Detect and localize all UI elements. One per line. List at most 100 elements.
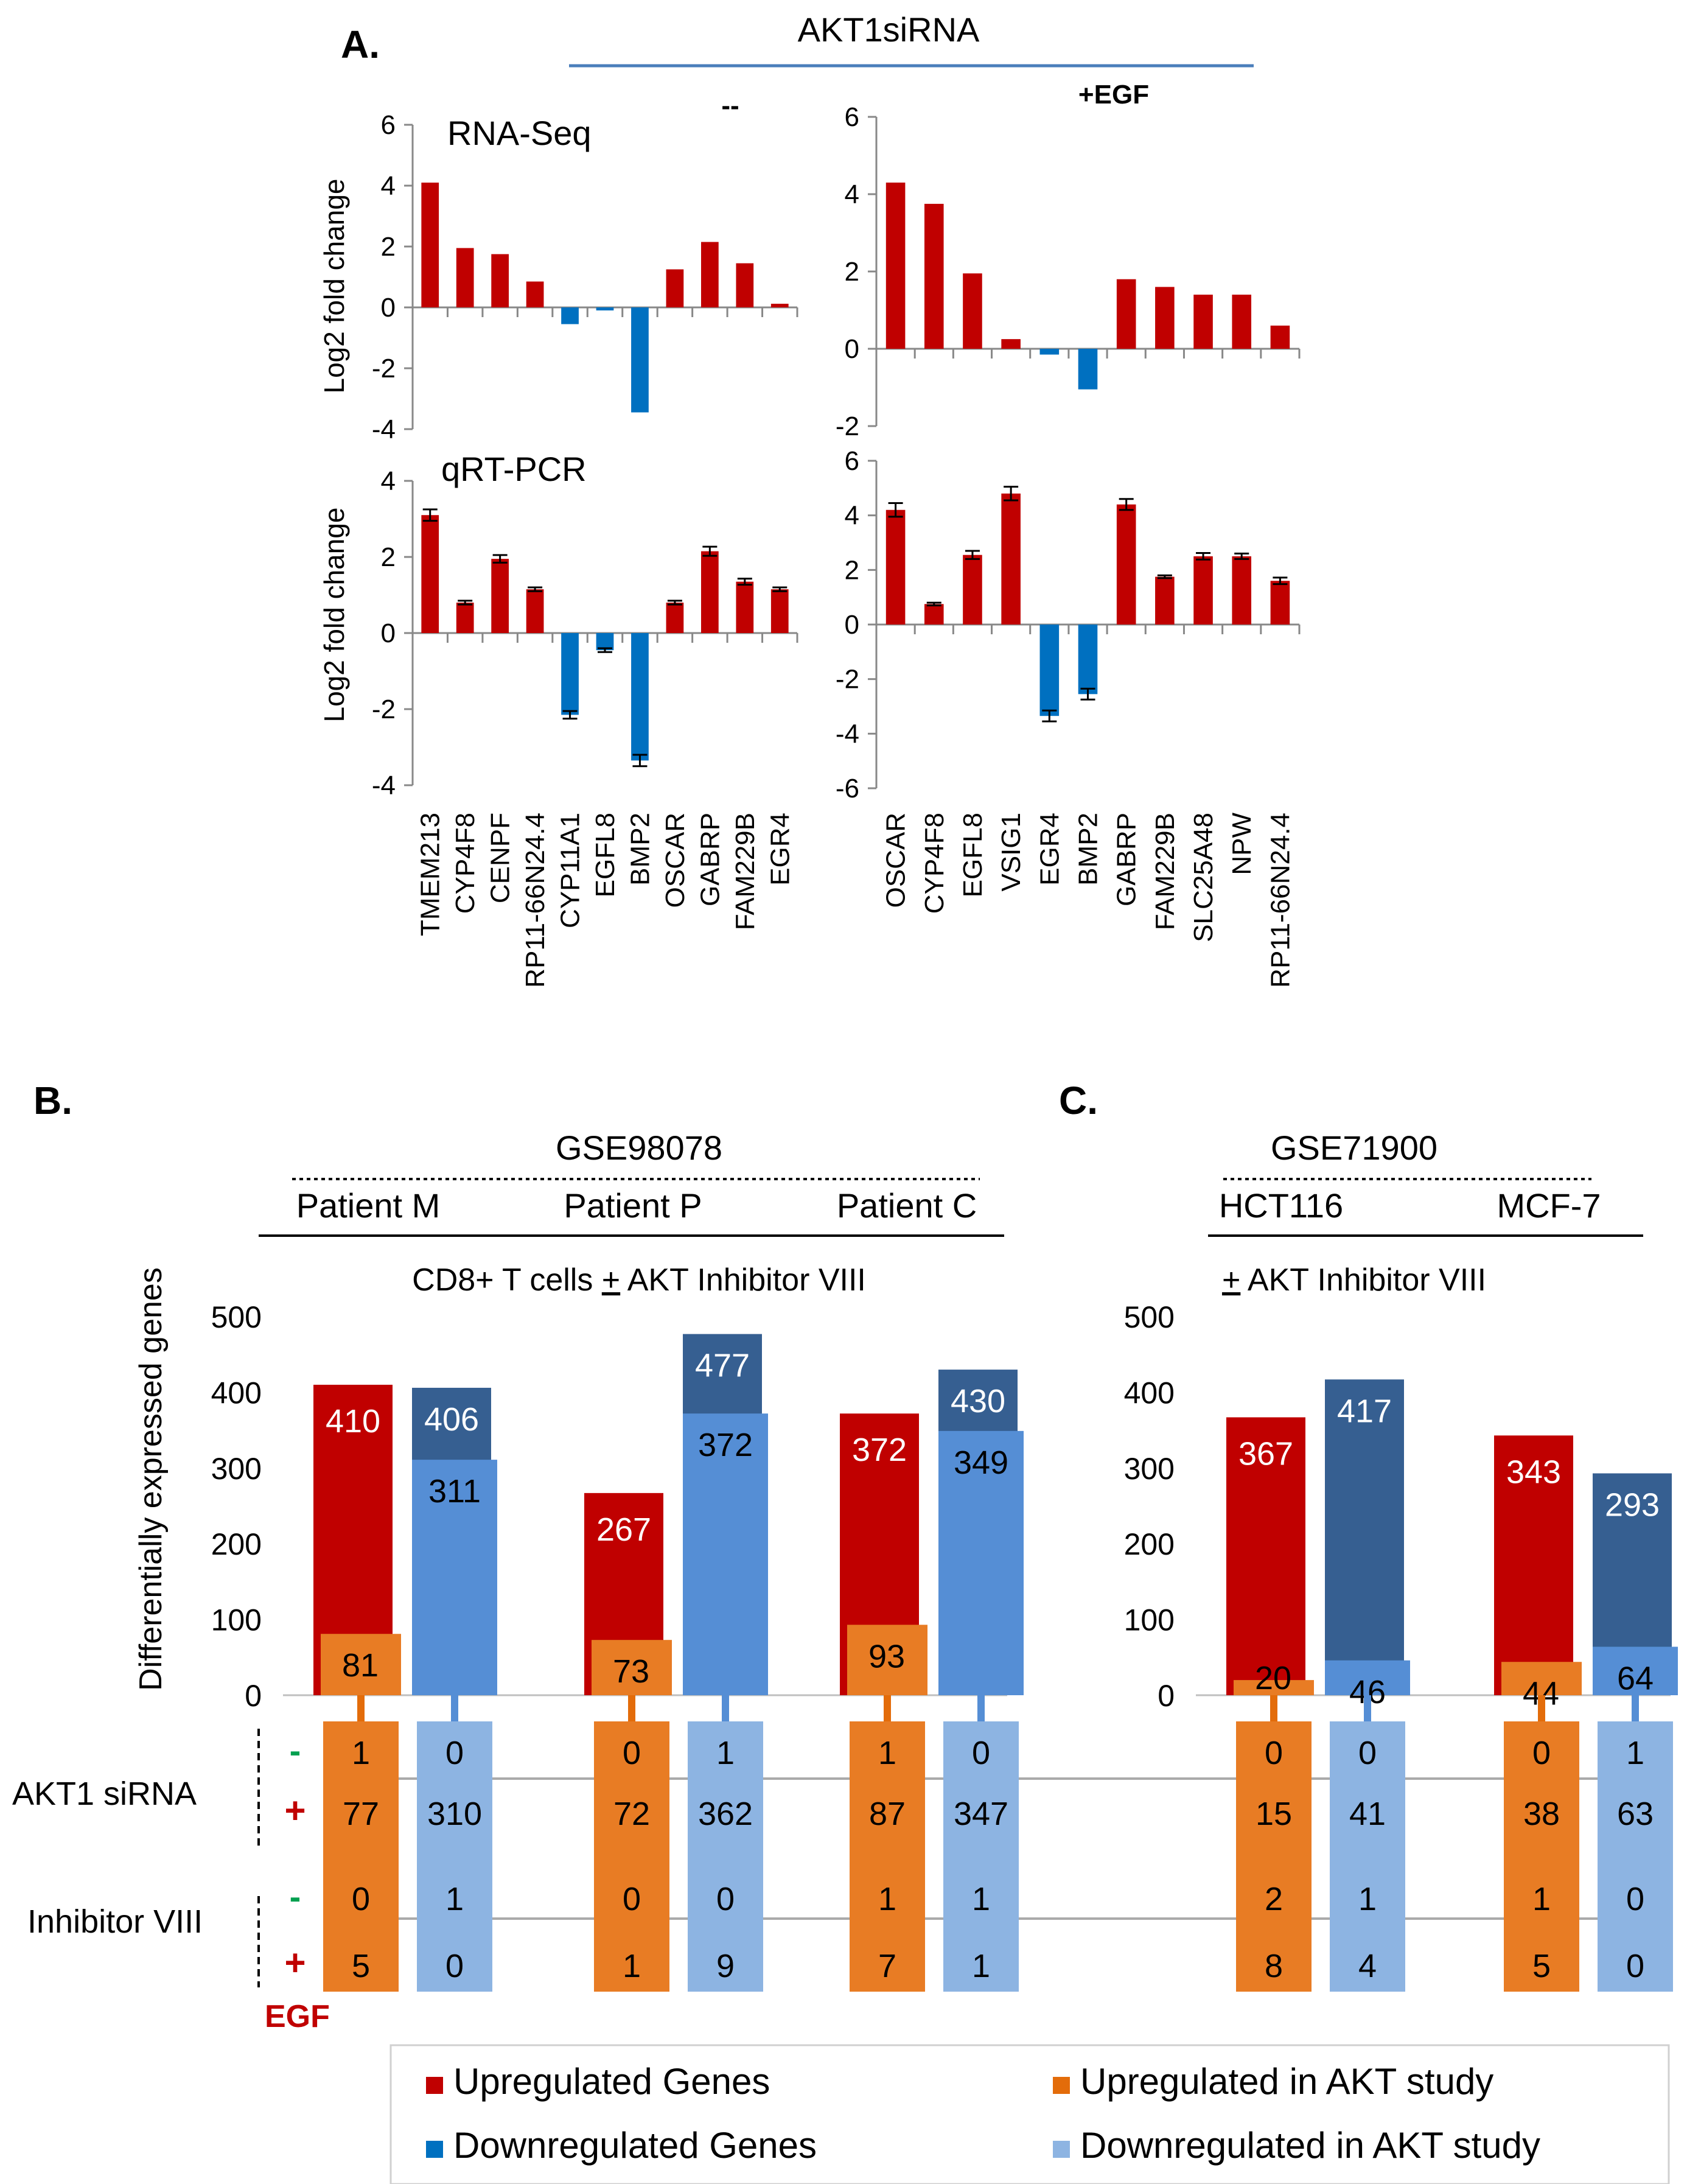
table-cell-up: 87	[869, 1796, 906, 1832]
panel-a-cond-left: --	[721, 91, 739, 121]
label-down-akt: 64	[1617, 1660, 1654, 1696]
table-cell-down: 0	[1626, 1881, 1644, 1917]
table-cell-down: 362	[698, 1796, 753, 1832]
bar-EGR4	[770, 304, 789, 307]
label-downregulated: 406	[424, 1401, 479, 1438]
y-tick-label: 0	[845, 334, 859, 364]
bar-up-akt	[847, 1625, 927, 1695]
x-category-label: BMP2	[1074, 813, 1103, 886]
table-cell-up: 0	[623, 1881, 641, 1917]
y-tick-label: 0	[381, 618, 396, 648]
x-category-label: CYP11A1	[556, 813, 585, 928]
bar-FAM229B	[1155, 576, 1175, 625]
x-category-label: EGFL8	[958, 813, 988, 897]
table-column-down	[1330, 1721, 1405, 1992]
table-cell-down: 0	[445, 1948, 464, 1984]
y-tick-label: 4	[381, 171, 396, 201]
bar-SLC25A48	[1193, 295, 1213, 349]
y-tick-label: -6	[836, 774, 859, 803]
y-tick-label: 0	[381, 293, 396, 323]
label-up-akt: 81	[342, 1647, 379, 1684]
table-cell-up: 7	[878, 1948, 896, 1984]
panel-a-method-bottom: qRT-PCR	[441, 450, 587, 488]
table-column-up	[323, 1721, 399, 1992]
legend-item: Downregulated in AKT study	[1053, 2125, 1540, 2166]
y-tick-label: -4	[372, 771, 396, 800]
legend-label: Downregulated in AKT study	[1080, 2125, 1540, 2166]
label-up-akt: 73	[613, 1653, 649, 1690]
table-cell-up: 72	[613, 1796, 650, 1832]
table-cell-up: 38	[1523, 1796, 1560, 1832]
y-tick-label: 0	[1158, 1679, 1175, 1713]
bar-EGFL8	[596, 307, 614, 310]
bar-downregulated	[1325, 1379, 1404, 1695]
table-column-down	[943, 1721, 1019, 1992]
table-column-up	[1236, 1721, 1312, 1992]
table-cell-down: 0	[1626, 1948, 1644, 1984]
x-category-label: CYP4F8	[450, 813, 480, 914]
bar-GABRP	[701, 551, 719, 633]
x-category-label: NPW	[1227, 813, 1257, 875]
group-label: MCF-7	[1497, 1186, 1601, 1225]
x-category-label: GABRP	[695, 813, 725, 906]
y-tick-label: 2	[381, 232, 396, 262]
group-label: HCT116	[1219, 1186, 1343, 1225]
panel-b-dataset: GSE98078	[556, 1129, 722, 1167]
table-cell-down: 1	[972, 1881, 990, 1917]
bar-OSCAR	[666, 603, 684, 633]
y-tick-label: 300	[1124, 1452, 1175, 1486]
sirna-plus-sign: +	[284, 1790, 306, 1831]
group-Patient M: 410 406 81 311 1 0 77 310 0 1 5 0	[313, 1384, 497, 1992]
bar-BMP2	[1078, 349, 1098, 390]
table-cell-down: 9	[716, 1948, 735, 1984]
table-cell-up: 1	[352, 1735, 370, 1771]
bar-up-akt	[321, 1634, 401, 1695]
x-category-label: CYP4F8	[920, 813, 949, 914]
group-label: Patient C	[837, 1186, 977, 1225]
panel-c-dataset: GSE71900	[1271, 1129, 1437, 1167]
bar-CYP11A1	[561, 307, 579, 324]
table-cell-down: 310	[427, 1796, 482, 1832]
legend-item: Upregulated Genes	[426, 2061, 770, 2102]
y-tick-label: -2	[836, 665, 859, 695]
label-down-akt: 372	[698, 1427, 753, 1463]
bar-CENPF	[491, 254, 509, 307]
bar-GABRP	[1116, 279, 1136, 349]
x-category-label: CENPF	[486, 813, 515, 903]
table-cell-up: 0	[623, 1735, 641, 1771]
bar-TMEM213	[421, 183, 439, 307]
bar-down-akt	[938, 1430, 1024, 1695]
bar-NPW	[1232, 556, 1252, 625]
chart-rnaseq_egf: -2 0 2 4 6	[836, 102, 1301, 441]
bar-up-akt	[592, 1640, 672, 1695]
bar-VSIG1	[1001, 493, 1021, 625]
panel-a-method-top: RNA-Seq	[447, 114, 592, 152]
y-tick-label: 4	[381, 466, 396, 496]
x-category-label: RP11-66N24.4	[520, 813, 550, 988]
table-column-down	[417, 1721, 492, 1992]
egf-label: EGF	[265, 1999, 330, 2034]
table-cell-down: 0	[972, 1735, 990, 1771]
y-tick-label: 4	[845, 501, 859, 531]
bar-EGFL8	[596, 633, 614, 651]
bar-EGFL8	[963, 273, 982, 349]
bar-RP11-66N24.4	[526, 281, 544, 307]
bar-CYP4F8	[456, 603, 474, 633]
bar-upregulated	[1494, 1435, 1573, 1695]
group-label: Patient M	[296, 1186, 441, 1225]
bar-OSCAR	[885, 182, 906, 349]
y-tick-label: 0	[245, 1679, 262, 1713]
table-cell-down: 1	[1626, 1735, 1644, 1771]
row-label-sirna: AKT1 siRNA	[12, 1776, 197, 1812]
table-cell-up: 0	[352, 1881, 370, 1917]
x-category-label: RP11-66N24.4	[1265, 813, 1295, 988]
y-tick-label: -2	[836, 411, 859, 441]
table-column-down	[1598, 1721, 1673, 1992]
legend-box	[389, 2044, 1670, 2184]
table-column-up	[594, 1721, 669, 1992]
table-column-up	[1504, 1721, 1579, 1992]
label-down-akt: 311	[428, 1473, 481, 1510]
table-cell-up: 5	[1532, 1948, 1551, 1984]
x-category-label: OSCAR	[881, 813, 911, 908]
